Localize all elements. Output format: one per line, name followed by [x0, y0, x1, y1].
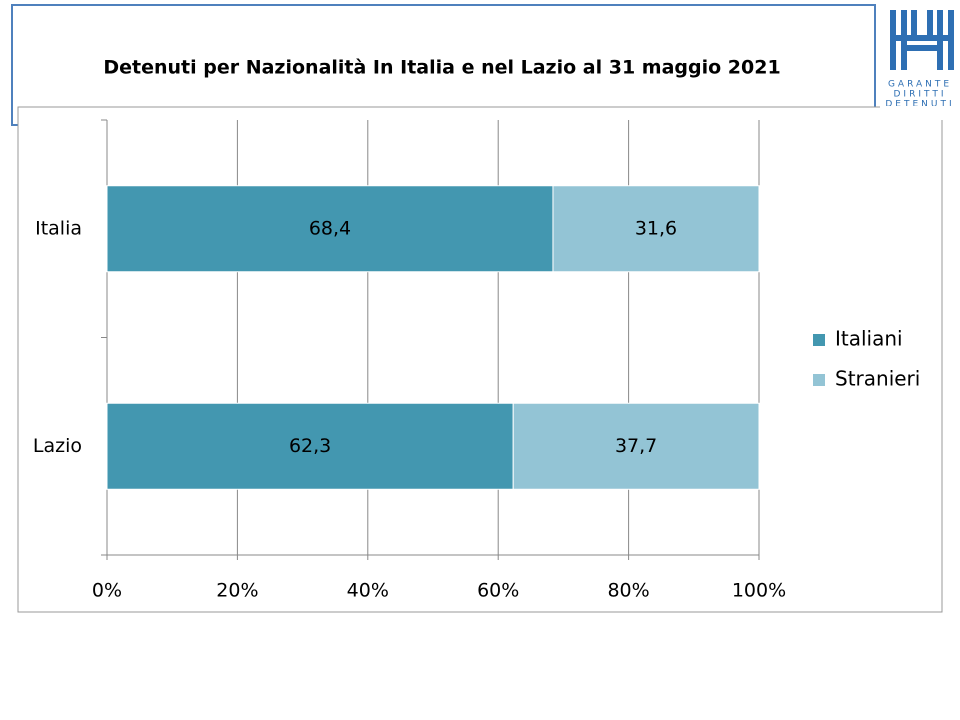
logo-mark — [890, 10, 954, 70]
chart-area — [17, 106, 943, 613]
bar-segment — [512, 402, 760, 490]
x-tick-label: 0% — [92, 580, 122, 602]
logo-clip — [880, 106, 960, 120]
logo-text: DETENUTI — [885, 100, 954, 110]
y-tick-label: Lazio — [33, 435, 82, 457]
x-tick-label: 60% — [477, 580, 519, 602]
legend-label: Stranieri — [835, 367, 920, 391]
x-tick-label: 40% — [347, 580, 389, 602]
bar-segment — [106, 402, 514, 490]
logo: GARANTE DIRITTI DETENUTI — [885, 5, 960, 110]
logo-text: GARANTE — [888, 80, 952, 90]
legend-label: Italiani — [835, 327, 903, 351]
logo-text: DIRITTI — [894, 90, 947, 100]
bar-segment — [106, 185, 554, 273]
data-label: 62,3 — [289, 435, 331, 457]
data-label: 68,4 — [309, 217, 351, 239]
bar-segment — [552, 185, 760, 273]
legend-swatch — [813, 334, 825, 346]
x-tick-label: 80% — [607, 580, 649, 602]
chart-title: Detenuti per Nazionalità In Italia e nel… — [103, 57, 780, 79]
logo-bg — [885, 5, 960, 105]
x-tick-label: 100% — [732, 580, 786, 602]
legend-swatch — [813, 374, 825, 386]
y-tick-label: Italia — [35, 217, 82, 239]
title-box — [11, 4, 876, 126]
data-label: 37,7 — [615, 435, 657, 457]
x-tick-label: 20% — [216, 580, 258, 602]
data-label: 31,6 — [635, 217, 677, 239]
